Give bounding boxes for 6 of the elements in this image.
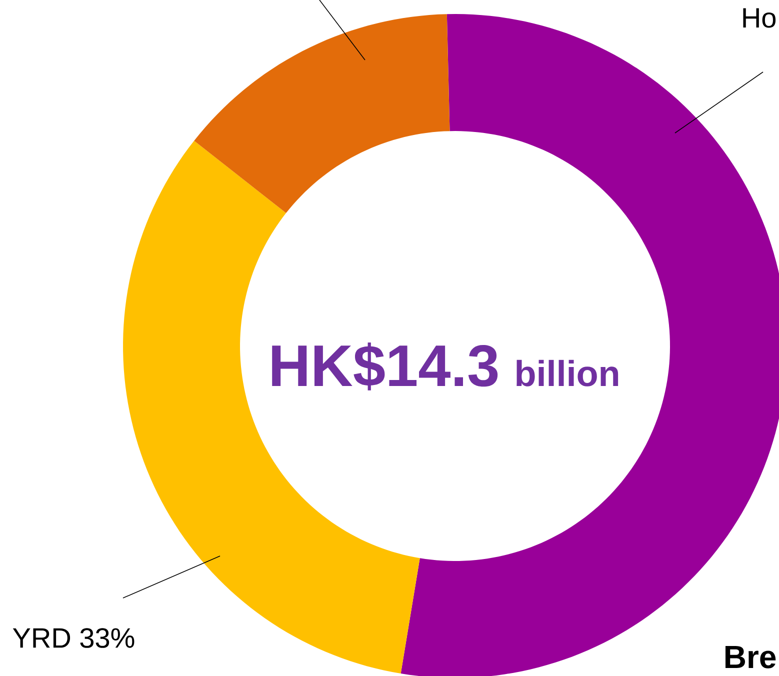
slice-label: Ho xyxy=(743,8,776,28)
text: billion xyxy=(516,360,618,386)
data-label: 33% xyxy=(80,628,134,648)
slice-label: YRD xyxy=(12,628,70,648)
text: HK$14.3 xyxy=(272,342,498,390)
text: Bre xyxy=(726,646,776,668)
